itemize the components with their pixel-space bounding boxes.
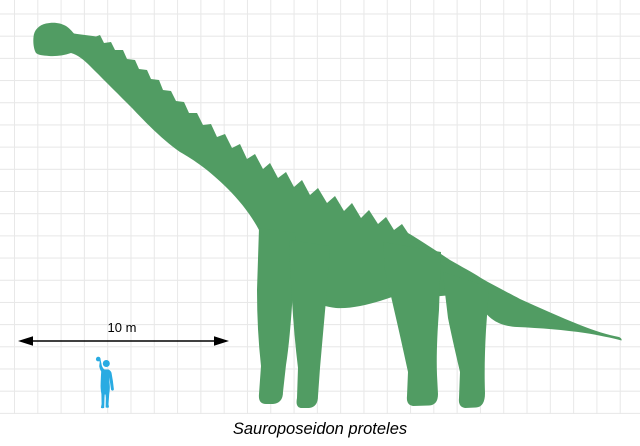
scale-arrow-left-head — [18, 336, 33, 346]
scale-label: 10 m — [107, 320, 137, 335]
human-figure — [95, 356, 114, 409]
scale-arrow — [18, 336, 229, 346]
human-body-path — [95, 356, 114, 409]
dinosaur-silhouette — [33, 22, 622, 408]
dinosaur-body-path — [33, 22, 622, 341]
dinosaur-front-leg-far — [289, 240, 330, 408]
dinosaur-hind-leg-far — [443, 272, 489, 408]
figure-caption: Sauroposeidon proteles — [232, 420, 408, 438]
human-head — [102, 360, 110, 367]
dinosaur-front-leg-near — [257, 228, 296, 404]
dinosaur-hind-leg-near — [383, 242, 441, 406]
scale-arrow-right-head — [214, 336, 229, 346]
